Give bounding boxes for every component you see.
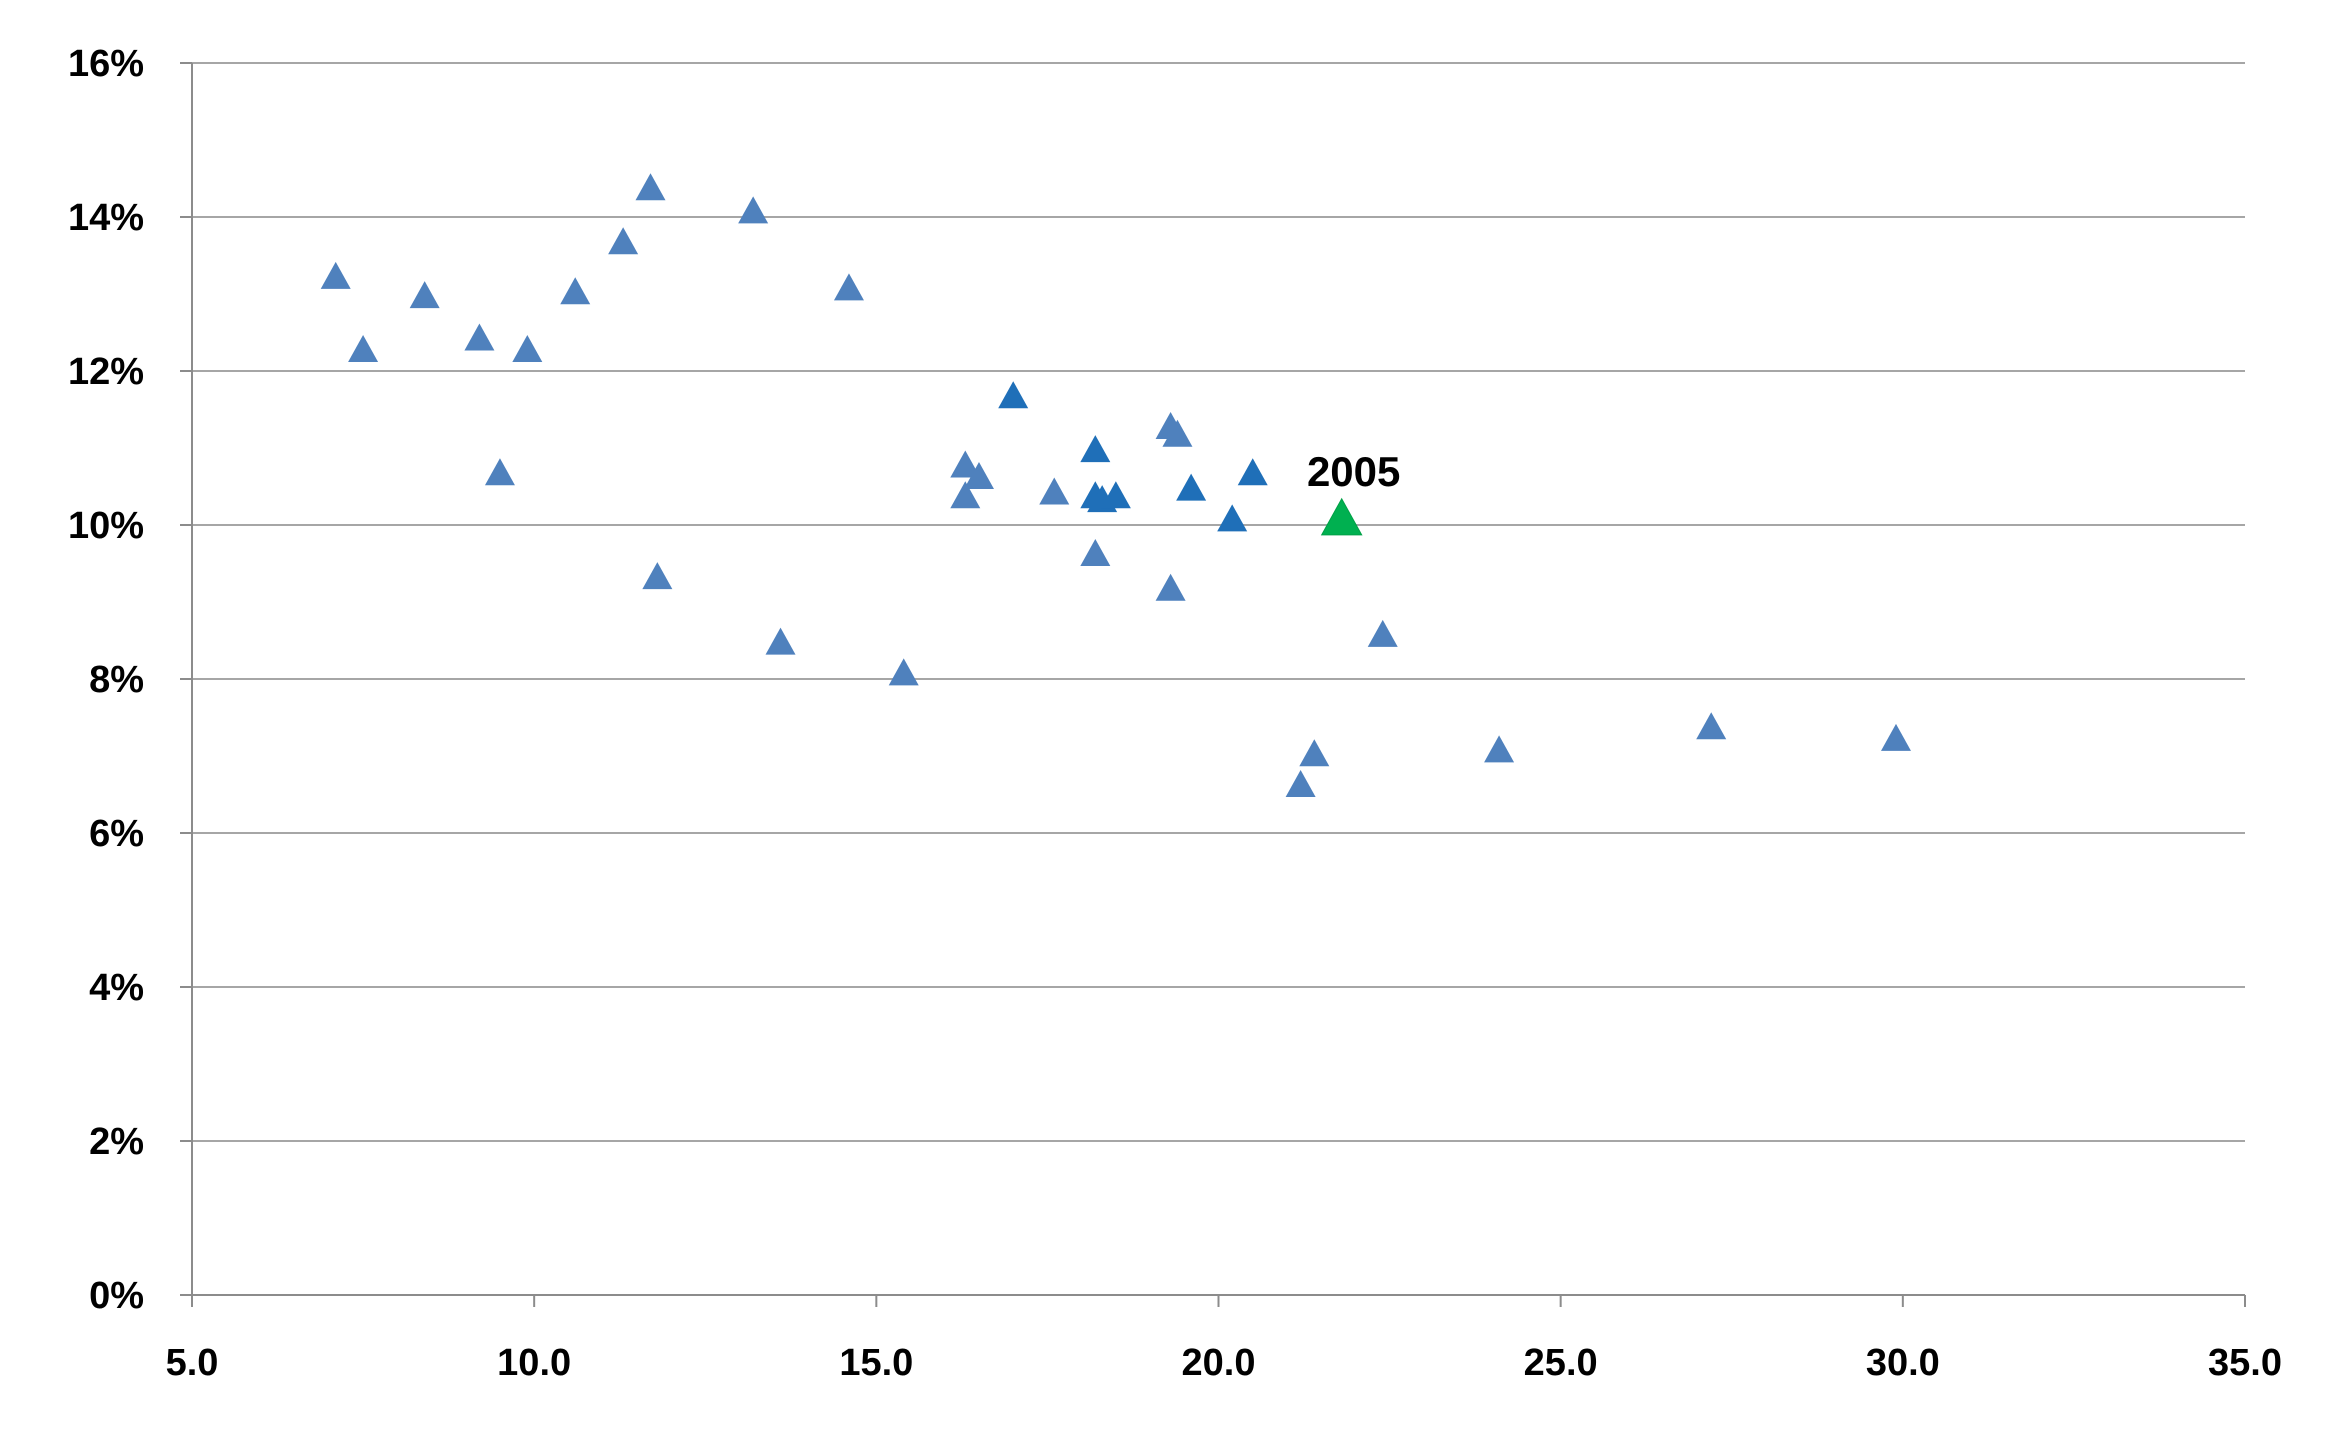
data-point — [635, 173, 666, 201]
y-tick-label: 16% — [68, 43, 144, 85]
y-tick-label: 8% — [89, 659, 144, 701]
x-tick-labels: 5.0 10.0 15.0 20.0 25.0 30.0 35.0 — [166, 1342, 2282, 1384]
y-tick-label: 6% — [89, 813, 144, 855]
data-point — [1100, 481, 1131, 509]
data-point — [950, 450, 981, 478]
data-point — [348, 335, 379, 363]
data-point — [484, 458, 515, 486]
axes — [180, 62, 2246, 1307]
data-point — [833, 273, 864, 301]
data-point — [963, 462, 994, 490]
data-points — [320, 173, 1911, 798]
x-tick-label: 15.0 — [839, 1342, 913, 1384]
data-point — [642, 562, 673, 590]
data-point — [1367, 619, 1398, 647]
data-point — [1484, 735, 1515, 763]
highlight-point — [1320, 497, 1363, 536]
point-label: 2005 — [1307, 448, 1400, 495]
y-tick-label: 10% — [68, 505, 144, 547]
data-point — [1039, 477, 1070, 505]
data-point — [409, 281, 440, 309]
x-tick-label: 5.0 — [166, 1342, 219, 1384]
gridlines — [192, 62, 2245, 1142]
x-tick-label: 35.0 — [2208, 1342, 2282, 1384]
x-tick-label: 10.0 — [497, 1342, 571, 1384]
data-point — [560, 277, 591, 305]
y-tick-label: 12% — [68, 351, 144, 393]
data-point — [1162, 419, 1193, 447]
data-point — [608, 227, 639, 255]
point-annotations: 2005 — [1307, 448, 1400, 495]
data-point — [1285, 770, 1316, 798]
data-point — [1080, 435, 1111, 463]
x-tick-label: 20.0 — [1182, 1342, 1256, 1384]
data-point — [1155, 573, 1186, 601]
data-point — [1217, 504, 1248, 532]
y-tick-label: 14% — [68, 197, 144, 239]
y-tick-labels: 0% 2% 4% 6% 8% 10% 12% 14% 16% — [68, 43, 144, 1317]
data-point — [1080, 539, 1111, 567]
data-point — [950, 481, 981, 509]
data-point — [1880, 723, 1911, 751]
data-point — [1176, 473, 1207, 501]
data-point — [1696, 712, 1727, 740]
data-point — [512, 335, 543, 363]
y-tick-label: 2% — [89, 1121, 144, 1163]
data-point — [998, 381, 1029, 409]
data-point — [320, 261, 351, 289]
data-point — [765, 627, 796, 655]
data-point — [738, 196, 769, 224]
x-tick-label: 30.0 — [1866, 1342, 1940, 1384]
x-tick-label: 25.0 — [1524, 1342, 1598, 1384]
y-tick-label: 0% — [89, 1275, 144, 1317]
data-point — [1299, 739, 1330, 767]
y-tick-label: 4% — [89, 967, 144, 1009]
data-point — [1237, 458, 1268, 486]
data-point — [888, 658, 919, 686]
data-point — [464, 323, 495, 351]
